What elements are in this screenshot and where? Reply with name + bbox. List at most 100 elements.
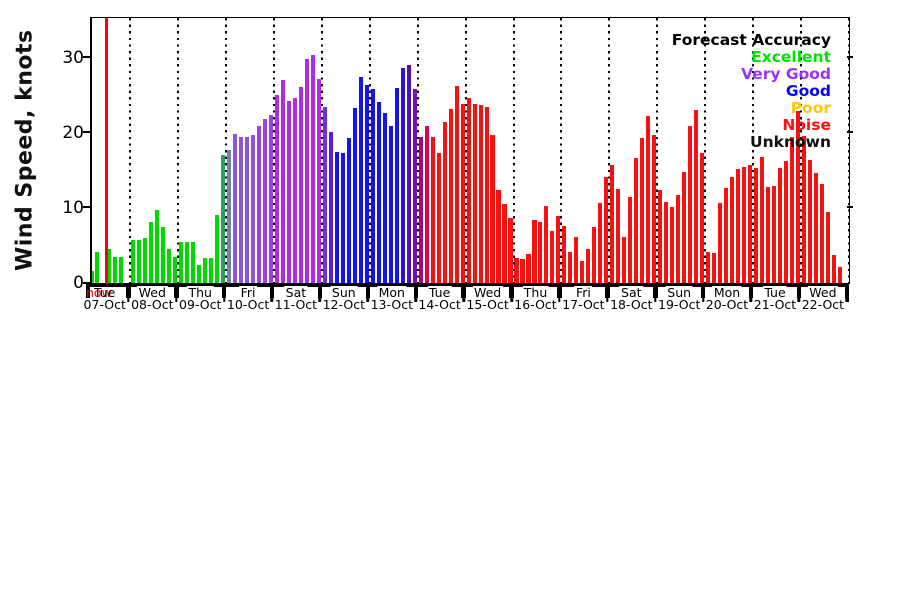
wind-bar [592,226,597,284]
wind-bar [724,187,729,284]
wind-bar [149,222,154,284]
day-boundary-tick [605,283,610,302]
x-tick-date: 17-Oct [560,296,607,312]
wind-bar [837,266,842,284]
wind-bar [670,207,675,284]
day-boundary-gridline [225,18,228,284]
wind-bar [113,256,118,284]
wind-bar [741,166,747,284]
wind-bar [472,104,477,284]
wind-bar [676,195,681,284]
day-boundary-tick [796,283,802,302]
wind-bar [532,220,537,284]
wind-bar [406,64,411,284]
wind-bar [388,125,393,284]
wind-bar [580,260,585,284]
wind-bar [562,226,567,284]
wind-bar [179,241,184,284]
x-tick-date: 15-Oct [464,296,511,312]
x-tick-date: 10-Oct [225,296,271,312]
wind-bar [274,95,280,284]
day-boundary-tick [413,283,418,302]
day-boundary-gridline [129,18,132,284]
wind-bar [107,248,112,284]
x-tick-day-name: Thu [522,285,549,300]
wind-bar [658,190,663,284]
day-boundary-tick [174,283,179,302]
wind-bar [700,153,705,284]
wind-bar [92,270,94,284]
x-tick-day-name: Tue [762,285,788,300]
wind-bar [496,190,501,284]
wind-bar [735,169,741,284]
wind-bar [694,109,699,284]
wind-bar [340,153,345,284]
day-boundary-gridline [656,18,659,284]
wind-bar [771,185,777,284]
wind-bar [616,188,621,284]
wind-bar [167,248,172,284]
day-boundary-gridline [320,18,323,284]
wind-bar [370,88,375,284]
day-boundary-gridline [368,18,371,284]
day-boundary-gridline [177,18,180,284]
wind-bar [95,252,100,284]
wind-bar [227,149,232,284]
wind-bar [221,154,226,284]
wind-bar [412,88,417,284]
wind-bar [239,136,244,284]
wind-bar [688,125,693,284]
wind-bar [376,102,381,284]
wind-bar [520,259,525,284]
wind-bar [268,114,274,284]
wind-bar [346,138,351,284]
day-boundary-tick [126,283,131,302]
wind-bar [304,58,309,284]
x-tick-day-name: Wed [807,285,839,300]
wind-bar [364,84,369,284]
day-boundary-tick [748,283,754,302]
wind-bar [801,136,806,284]
wind-bar [316,78,321,284]
y-tick-label: 10 [62,197,84,218]
wind-bar [454,85,459,284]
wind-bar [598,202,603,284]
day-boundary-tick [653,283,658,302]
wind-bar [430,136,435,284]
x-tick-date: 12-Oct [321,296,367,312]
y-tick-label: 30 [62,47,84,68]
wind-bar [550,231,555,284]
x-tick-date: 13-Oct [369,296,415,312]
wind-bar [813,172,818,284]
y-tick-right [847,56,853,59]
x-tick-date: 11-Oct [273,296,319,312]
legend-item-poor: Poor [790,99,831,117]
wind-bar [418,136,423,284]
wind-bar [292,97,298,284]
day-boundary-gridline [799,18,802,284]
wind-bar [664,202,669,284]
wind-bar [436,153,441,284]
wind-bar [831,255,836,284]
day-boundary-gridline [512,18,515,284]
x-tick-day-name: Wed [137,285,168,300]
wind-bar [556,215,561,284]
day-boundary-tick [269,283,275,302]
x-tick-day-name: Wed [472,285,503,300]
day-boundary-tick [221,283,227,302]
legend-item-good: Good [785,82,831,100]
wind-bar [640,138,645,284]
wind-bar [394,87,399,284]
wind-bar [502,204,507,284]
x-tick-date: 16-Oct [512,296,559,312]
wind-bar [604,177,609,284]
wind-bar [352,108,357,284]
wind-bar [646,115,651,284]
wind-bar [280,80,286,284]
x-tick-day-name: Mon [712,285,742,300]
wind-bar [586,249,591,284]
day-boundary-gridline [464,18,467,284]
wind-bar [215,214,220,284]
y-tick-left [83,56,90,59]
wind-bar [514,257,519,284]
